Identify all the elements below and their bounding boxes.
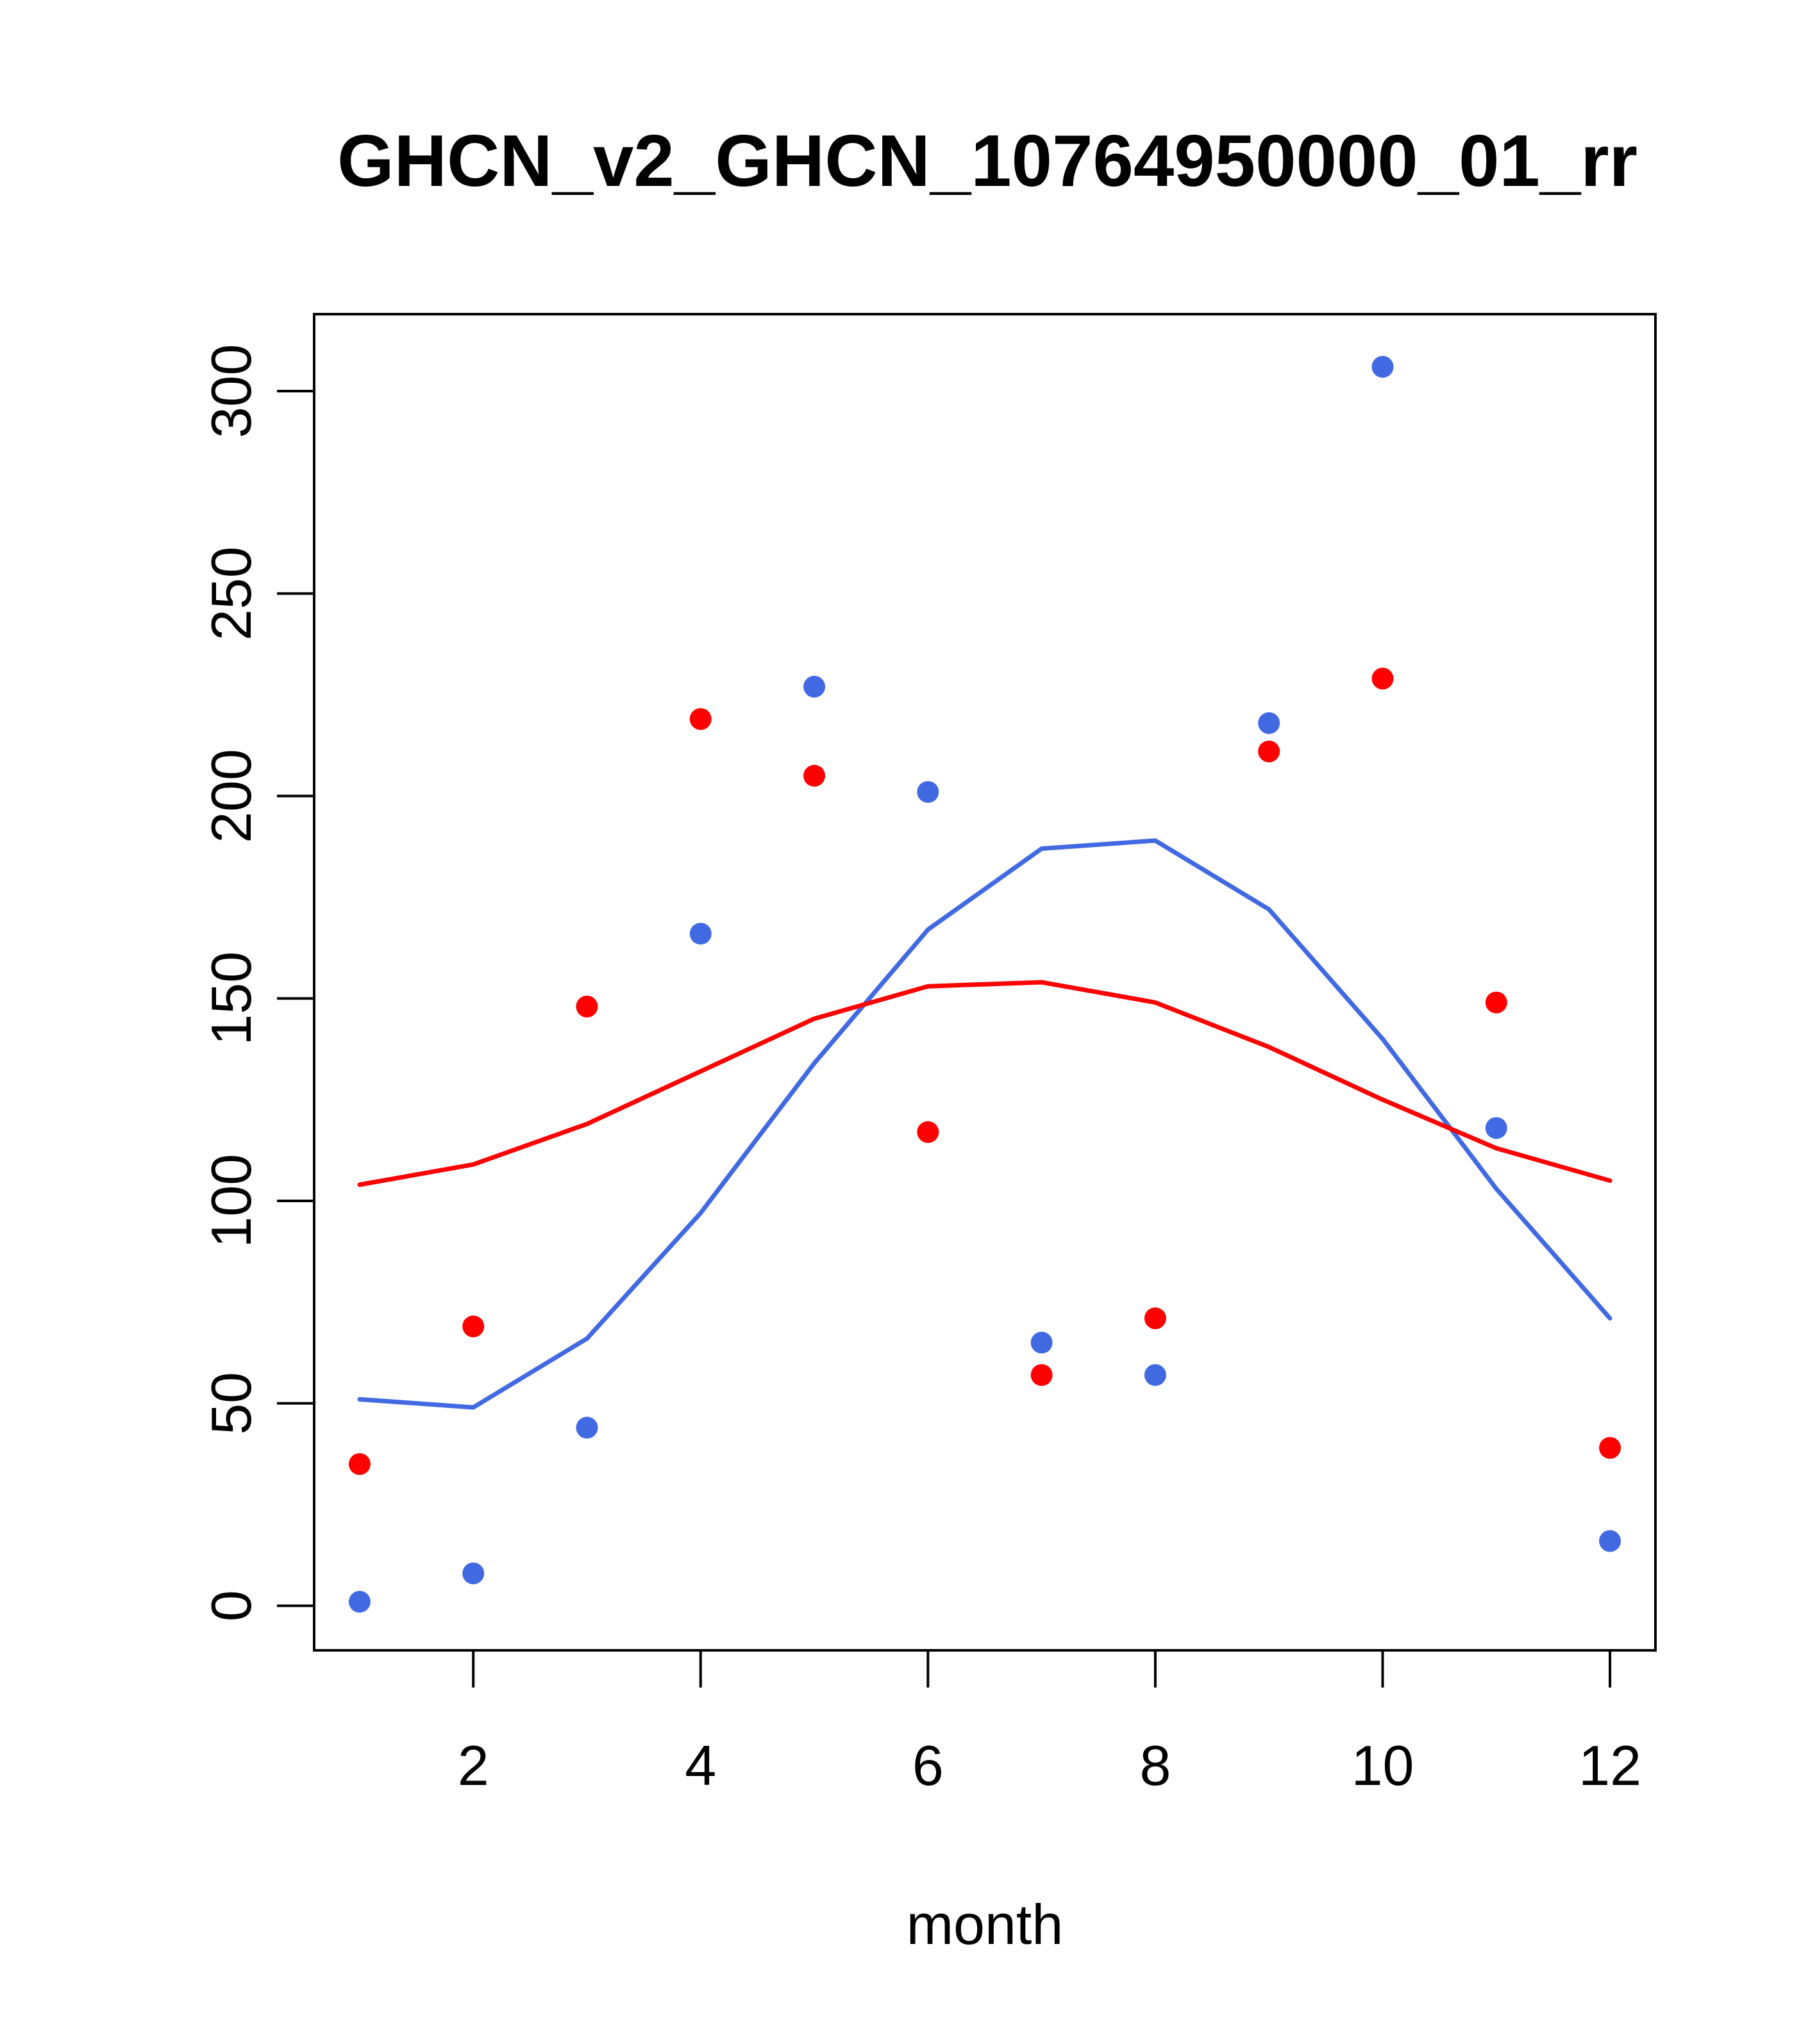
x-tick-label: 4 xyxy=(685,1734,716,1797)
blue-data-point xyxy=(462,1562,485,1585)
blue-data-point xyxy=(803,675,826,698)
blue-data-point xyxy=(1485,1117,1507,1139)
red-data-point xyxy=(1030,1364,1053,1386)
blue-data-point xyxy=(348,1591,371,1613)
red-data-point xyxy=(1144,1307,1166,1330)
red-data-point xyxy=(462,1315,485,1337)
x-tick-label: 2 xyxy=(458,1734,489,1797)
blue-series-line xyxy=(357,838,1612,1410)
y-tick-label: 150 xyxy=(199,951,263,1046)
blue-data-point xyxy=(689,923,712,945)
blue-data-point xyxy=(1371,356,1394,378)
red-data-point xyxy=(917,1121,939,1143)
blue-data-point xyxy=(576,1416,598,1439)
red-data-point xyxy=(348,1453,371,1475)
red-data-point xyxy=(1599,1437,1621,1459)
red-data-point xyxy=(689,708,712,730)
series-layer xyxy=(348,356,1621,1613)
red-data-point xyxy=(576,995,598,1018)
blue-data-point xyxy=(1030,1332,1053,1354)
y-tick-label: 100 xyxy=(199,1154,263,1248)
y-tick-label: 250 xyxy=(199,546,263,641)
y-tick-label: 50 xyxy=(199,1372,263,1435)
x-tick-label: 6 xyxy=(912,1734,944,1797)
red-data-point xyxy=(1485,991,1507,1014)
blue-data-point xyxy=(917,781,939,803)
blue-data-point xyxy=(1144,1364,1166,1386)
red-series-line xyxy=(357,980,1612,1187)
red-data-point xyxy=(1371,667,1394,690)
y-axis: 0 50 100 150 200 250 300 xyxy=(199,344,315,1621)
y-tick-label: 200 xyxy=(199,749,263,843)
red-data-point xyxy=(803,764,826,787)
x-tick-label: 8 xyxy=(1139,1734,1171,1797)
x-axis-label: month xyxy=(907,1893,1064,1956)
x-tick-label: 10 xyxy=(1352,1734,1414,1797)
chart-title: GHCN_v2_GHCN_10764950000_01_rr xyxy=(337,121,1637,202)
blue-data-point xyxy=(1599,1530,1621,1552)
y-tick-label: 300 xyxy=(199,344,263,439)
y-tick-label: 0 xyxy=(199,1590,263,1621)
blue-data-point xyxy=(1258,712,1280,734)
red-data-point xyxy=(1258,741,1280,763)
x-axis: 2 4 6 8 10 12 xyxy=(458,1649,1641,1797)
x-tick-label: 12 xyxy=(1578,1734,1641,1797)
